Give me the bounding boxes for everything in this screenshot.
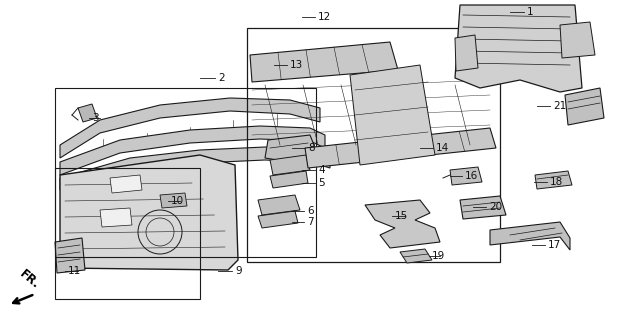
Text: 18: 18 xyxy=(550,177,563,187)
Polygon shape xyxy=(350,65,435,165)
Polygon shape xyxy=(55,238,85,273)
Text: 3: 3 xyxy=(92,113,99,123)
Text: 16: 16 xyxy=(465,171,478,181)
Polygon shape xyxy=(60,126,325,175)
Text: 4: 4 xyxy=(318,165,324,175)
Polygon shape xyxy=(60,155,238,270)
Text: 13: 13 xyxy=(290,60,303,70)
Polygon shape xyxy=(455,35,478,71)
Polygon shape xyxy=(250,42,398,82)
Text: 12: 12 xyxy=(318,12,332,22)
Polygon shape xyxy=(565,88,604,125)
Polygon shape xyxy=(270,171,308,188)
Text: 11: 11 xyxy=(68,266,81,276)
Text: FR.: FR. xyxy=(17,267,43,291)
Polygon shape xyxy=(490,222,570,250)
Text: 21: 21 xyxy=(553,101,566,111)
Text: 7: 7 xyxy=(307,217,314,227)
Polygon shape xyxy=(535,171,572,189)
Text: 17: 17 xyxy=(548,240,561,250)
Polygon shape xyxy=(450,167,482,185)
Polygon shape xyxy=(258,195,300,215)
Polygon shape xyxy=(305,128,496,168)
Text: 14: 14 xyxy=(436,143,449,153)
Polygon shape xyxy=(270,155,310,175)
Text: 5: 5 xyxy=(318,178,324,188)
Polygon shape xyxy=(455,5,582,92)
Polygon shape xyxy=(100,208,132,227)
Polygon shape xyxy=(60,98,320,158)
Text: 10: 10 xyxy=(171,196,184,206)
Polygon shape xyxy=(78,104,97,122)
Text: 20: 20 xyxy=(489,202,502,212)
Text: 1: 1 xyxy=(527,7,534,17)
Polygon shape xyxy=(400,249,432,263)
Text: 2: 2 xyxy=(218,73,225,83)
Polygon shape xyxy=(560,22,595,58)
Polygon shape xyxy=(258,211,298,228)
Polygon shape xyxy=(60,147,330,190)
Polygon shape xyxy=(110,175,142,193)
Text: 19: 19 xyxy=(432,251,445,261)
Text: 15: 15 xyxy=(395,211,408,221)
Polygon shape xyxy=(460,196,506,219)
Polygon shape xyxy=(265,135,318,162)
Text: 8: 8 xyxy=(308,143,315,153)
Polygon shape xyxy=(365,200,440,248)
Text: 6: 6 xyxy=(307,206,314,216)
Polygon shape xyxy=(160,193,187,208)
Text: 9: 9 xyxy=(235,266,242,276)
